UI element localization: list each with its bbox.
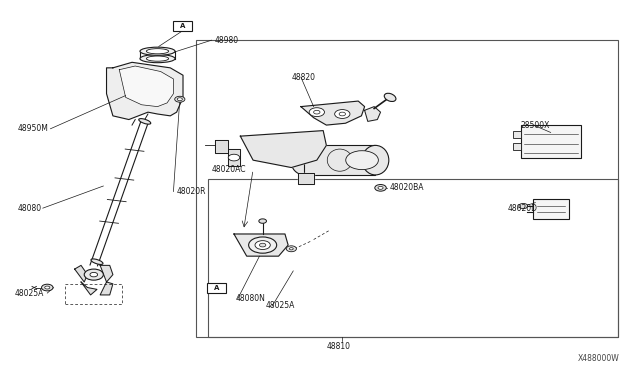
Polygon shape	[234, 234, 288, 256]
Bar	[196, 40, 618, 337]
Circle shape	[346, 151, 378, 170]
Text: 48025A: 48025A	[266, 301, 295, 311]
Circle shape	[289, 248, 293, 250]
Text: 28500X: 28500X	[521, 121, 550, 129]
Text: 48025A: 48025A	[14, 289, 44, 298]
Ellipse shape	[91, 259, 103, 264]
Circle shape	[339, 112, 346, 116]
Ellipse shape	[291, 145, 317, 175]
Circle shape	[286, 246, 296, 252]
Circle shape	[378, 186, 383, 189]
Ellipse shape	[259, 219, 266, 223]
Polygon shape	[100, 282, 113, 295]
Polygon shape	[119, 66, 173, 107]
Circle shape	[335, 110, 350, 118]
Text: 48080N: 48080N	[236, 294, 266, 303]
Polygon shape	[100, 265, 113, 282]
Bar	[521, 125, 581, 158]
Circle shape	[248, 237, 276, 253]
Polygon shape	[365, 107, 381, 121]
Bar	[534, 199, 568, 219]
Circle shape	[519, 203, 528, 209]
Text: X488000W: X488000W	[578, 354, 620, 363]
Bar	[513, 143, 521, 150]
Circle shape	[255, 241, 270, 250]
Text: 48020BA: 48020BA	[390, 183, 424, 192]
Ellipse shape	[147, 56, 169, 61]
FancyBboxPatch shape	[207, 283, 227, 293]
Text: 48950M: 48950M	[17, 124, 48, 133]
Polygon shape	[75, 265, 88, 282]
Polygon shape	[215, 140, 228, 153]
Polygon shape	[241, 131, 326, 167]
Circle shape	[45, 286, 50, 289]
Polygon shape	[298, 173, 314, 184]
Polygon shape	[81, 282, 97, 295]
FancyBboxPatch shape	[173, 21, 192, 31]
Bar	[209, 179, 618, 337]
Circle shape	[175, 96, 185, 102]
Polygon shape	[106, 62, 183, 119]
Ellipse shape	[362, 145, 389, 175]
Text: 48080: 48080	[17, 203, 42, 213]
Text: 48020R: 48020R	[177, 187, 206, 196]
Circle shape	[228, 154, 240, 161]
Ellipse shape	[140, 47, 175, 55]
Polygon shape	[228, 149, 241, 166]
Circle shape	[84, 269, 103, 280]
Circle shape	[42, 284, 53, 291]
Circle shape	[177, 98, 182, 101]
Ellipse shape	[139, 119, 151, 124]
Bar	[513, 131, 521, 138]
Text: A: A	[214, 285, 220, 291]
Ellipse shape	[140, 55, 175, 62]
Circle shape	[314, 110, 320, 114]
Text: 48820: 48820	[291, 73, 316, 81]
Text: 48020D: 48020D	[508, 203, 538, 213]
Circle shape	[90, 272, 98, 277]
Polygon shape	[301, 101, 365, 125]
Text: A: A	[180, 23, 185, 29]
Ellipse shape	[147, 49, 169, 54]
Text: 48020AC: 48020AC	[212, 165, 246, 174]
Text: 48810: 48810	[327, 342, 351, 351]
Ellipse shape	[384, 93, 396, 102]
Bar	[304, 145, 376, 175]
Circle shape	[259, 243, 266, 247]
Circle shape	[309, 108, 324, 116]
Text: 48980: 48980	[215, 36, 239, 45]
Circle shape	[375, 185, 387, 191]
